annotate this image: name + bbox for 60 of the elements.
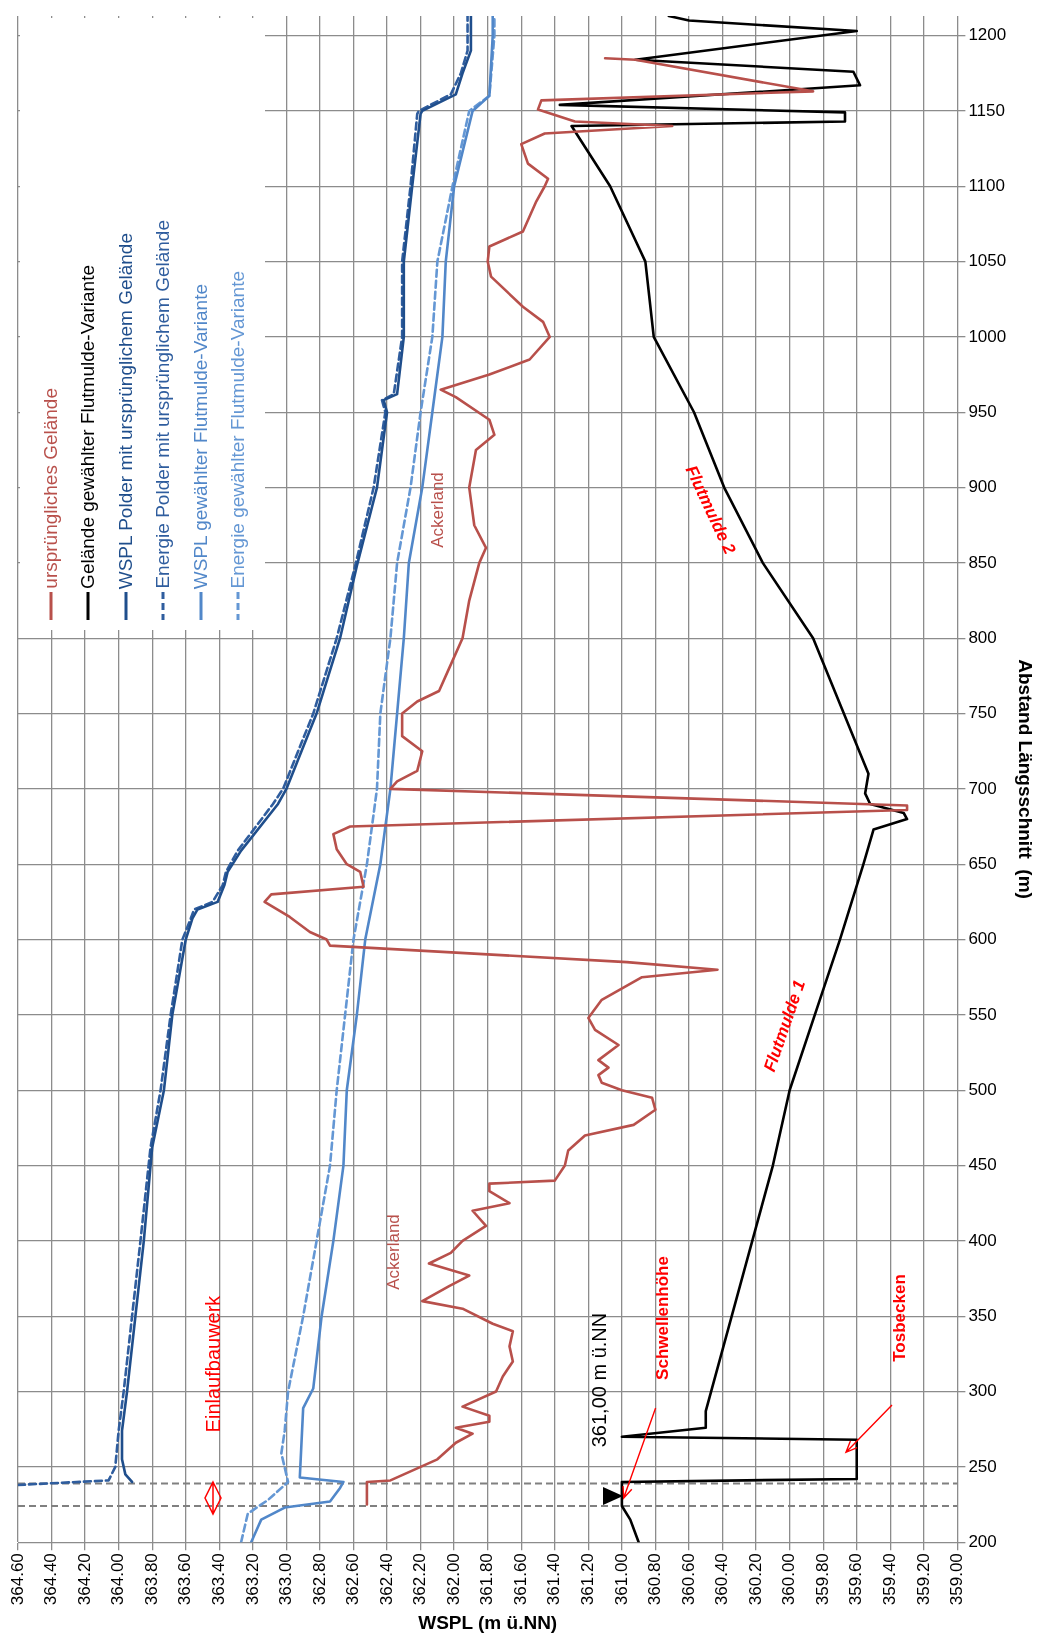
y-tick-label: 450 bbox=[968, 1155, 997, 1175]
x-axis-title: WSPL (m ü.NN) bbox=[418, 1611, 558, 1633]
line-series bbox=[18, 16, 469, 1487]
x-tick-label: 362.00 bbox=[443, 1553, 463, 1606]
x-tick-label: 359.80 bbox=[812, 1553, 832, 1606]
x-tick-label: 359.20 bbox=[913, 1553, 933, 1606]
x-tick-label: 360.80 bbox=[645, 1553, 665, 1606]
x-tick-label: 363.80 bbox=[141, 1553, 161, 1606]
y-tick-label: 400 bbox=[968, 1230, 997, 1250]
y-tick-label: 800 bbox=[968, 627, 997, 647]
legend-box: ursprüngliches Gelände Gelände gewählter Flutmulde-Variante WSPL Polder mit ursprünglichem Gelände Energie Polder mit ursprünglichem Gelände WSPL gewählter Flutmulde-Variante Energie gewählter Flutmulde-Variante bbox=[20, 18, 265, 630]
x-tick-label: 360.40 bbox=[712, 1553, 732, 1606]
y-tick-label: 750 bbox=[968, 703, 997, 723]
x-tick-label: 363.00 bbox=[276, 1553, 296, 1606]
x-tick-label: 359.40 bbox=[879, 1553, 899, 1606]
x-tick-label: 360.00 bbox=[779, 1553, 799, 1606]
x-tick-label: 364.20 bbox=[74, 1553, 94, 1606]
annotation: Schwellenhöhe bbox=[653, 1255, 674, 1380]
x-tick-label: 360.60 bbox=[678, 1553, 698, 1606]
y-tick-label: 650 bbox=[968, 853, 997, 873]
y-tick-label: 700 bbox=[968, 778, 997, 798]
y-tick-label: 600 bbox=[968, 929, 997, 949]
x-tick-label: 364.60 bbox=[7, 1553, 27, 1606]
y-tick-label: 1200 bbox=[968, 25, 1007, 45]
y-tick-label: 1000 bbox=[968, 326, 1007, 346]
x-tick-label: 359.00 bbox=[947, 1553, 967, 1606]
y-tick-label: 200 bbox=[968, 1531, 997, 1551]
y-tick-label: 850 bbox=[968, 552, 997, 572]
y-tick-label: 1050 bbox=[968, 251, 1007, 271]
x-tick-label: 362.60 bbox=[343, 1553, 363, 1606]
y-tick-label: 250 bbox=[968, 1456, 997, 1476]
x-tick-label: 362.20 bbox=[410, 1553, 430, 1606]
x-tick-label: 363.20 bbox=[242, 1553, 262, 1606]
x-tick-label: 361.80 bbox=[477, 1553, 497, 1606]
x-tick-label: 361.00 bbox=[611, 1553, 631, 1606]
y-axis-title: Abstand Längsschnitt (m) bbox=[1015, 659, 1037, 899]
x-tick-label: 363.40 bbox=[208, 1553, 228, 1606]
y-tick-label: 350 bbox=[968, 1305, 997, 1325]
x-tick-label: 362.40 bbox=[376, 1553, 396, 1606]
annotation: Ackerland bbox=[383, 1214, 404, 1291]
y-tick-label: 1150 bbox=[968, 100, 1005, 120]
y-tick-label: 550 bbox=[968, 1004, 997, 1024]
x-tick-label: 364.00 bbox=[108, 1553, 128, 1606]
y-tick-label: 500 bbox=[968, 1079, 997, 1099]
annotation: 361,00 m ü.NN bbox=[587, 1313, 611, 1448]
x-tick-label: 359.60 bbox=[846, 1553, 866, 1606]
y-tick-label: 900 bbox=[968, 477, 997, 497]
x-tick-label: 362.80 bbox=[309, 1553, 329, 1606]
annotation: Einlaufbauwerk bbox=[201, 1295, 225, 1432]
x-tick-label: 361.60 bbox=[510, 1553, 530, 1606]
y-tick-label: 300 bbox=[968, 1381, 997, 1401]
annotation: Ackerland bbox=[427, 472, 448, 549]
y-tick-label: 950 bbox=[968, 401, 997, 421]
x-tick-label: 361.40 bbox=[544, 1553, 564, 1606]
x-tick-label: 361.20 bbox=[578, 1553, 598, 1606]
x-tick-label: 360.20 bbox=[745, 1553, 765, 1606]
y-tick-label: 1100 bbox=[968, 175, 1005, 195]
x-tick-label: 364.40 bbox=[41, 1553, 61, 1606]
x-tick-label: 363.60 bbox=[175, 1553, 195, 1606]
annotation: Tosbecken bbox=[890, 1274, 911, 1362]
